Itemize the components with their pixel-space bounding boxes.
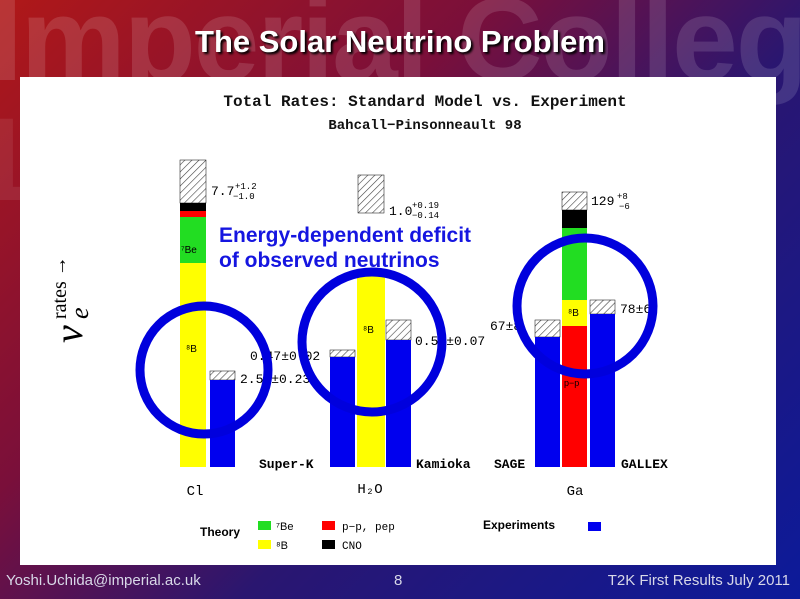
- legend-b8: ⁸B: [276, 540, 288, 552]
- cl-exp-uncert: [209, 370, 236, 381]
- kamioka-uncert: [385, 319, 412, 341]
- superk-uncert: [329, 349, 356, 358]
- gallex-value-label: 78±6: [620, 302, 651, 317]
- figure-panel: Total Rates: Standard Model vs. Experime…: [20, 77, 776, 565]
- h2o-theory-up: +0.19: [412, 201, 439, 211]
- footer-page-number: 8: [394, 572, 403, 589]
- legend-theory: Theory: [200, 525, 240, 539]
- kamioka-value-label: 0.54±0.07: [415, 334, 485, 349]
- ga-theory-dn: −6: [619, 202, 630, 212]
- cl-be7-label: ⁷Be: [181, 245, 197, 256]
- gallex-value: [590, 314, 615, 467]
- y-axis-label: ν e rates →: [46, 256, 94, 343]
- ga-theory-uncert: [561, 191, 588, 211]
- ga-theory-value: 129: [591, 194, 614, 209]
- cl-theory-bar: [179, 159, 207, 467]
- legend: Theory ⁷Be ⁸B p−p, pep CNO Experiments: [200, 518, 601, 553]
- gallex-bar: [589, 299, 616, 467]
- y-label-sub: e: [65, 307, 94, 319]
- h2o-group-label: H₂O: [357, 482, 382, 498]
- h2o-b8-label: ⁸B: [363, 325, 374, 336]
- h2o-theory-b8: [357, 272, 385, 467]
- cl-pp: [180, 211, 206, 217]
- y-label-word: rates →: [49, 256, 71, 319]
- superk-label: Super-K: [259, 457, 314, 472]
- ga-group-label: Ga: [567, 484, 584, 500]
- ga-b8: [562, 300, 587, 326]
- ga-pp: [562, 326, 587, 467]
- highlight-circle-ga: [512, 233, 658, 379]
- slide-title: The Solar Neutrino Problem: [195, 24, 605, 59]
- gallex-uncert: [589, 299, 616, 315]
- y-label-nu: ν: [46, 325, 91, 343]
- cl-cno: [180, 203, 206, 211]
- legend-cno: CNO: [342, 541, 362, 553]
- cl-be7-hatched: [180, 217, 206, 233]
- cl-experiment-bar: [209, 370, 236, 467]
- highlight-circle-cl: [135, 301, 273, 439]
- cl-b8-label: ⁸B: [186, 344, 197, 355]
- h2o-theory-uncert: [357, 174, 385, 214]
- sage-bar: [534, 319, 561, 467]
- legend-pp: p−p, pep: [342, 522, 395, 534]
- ga-pp-label: p−p: [564, 378, 579, 388]
- chart-subtitle: Bahcall−Pinsonneault 98: [328, 118, 521, 134]
- cl-theory-dn: −1.0: [233, 192, 255, 202]
- cl-theory-value: 7.7: [211, 184, 234, 199]
- legend-be7-swatch: [258, 521, 271, 530]
- h2o-theory-value: 1.0: [389, 204, 412, 219]
- legend-exp-swatch: [588, 522, 601, 531]
- sage-uncert: [534, 319, 561, 338]
- cl-theory-up: +1.2: [235, 182, 257, 192]
- sage-label: SAGE: [494, 457, 525, 472]
- ga-cno: [562, 210, 587, 228]
- footer-email: Yoshi.Uchida@imperial.ac.uk: [6, 572, 201, 589]
- legend-pp-swatch: [322, 521, 335, 530]
- solar-neutrino-figure: Total Rates: Standard Model vs. Experime…: [46, 93, 668, 553]
- chart-title: Total Rates: Standard Model vs. Experime…: [223, 93, 626, 111]
- sage-value-label: 67±8: [490, 319, 521, 334]
- kamioka-label: Kamioka: [416, 457, 471, 472]
- ga-theory-up: +8: [617, 192, 628, 202]
- legend-be7: ⁷Be: [276, 521, 293, 533]
- h2o-theory-dn: −0.14: [412, 211, 439, 221]
- legend-experiments: Experiments: [483, 518, 555, 532]
- legend-cno-swatch: [322, 540, 335, 549]
- ga-b8-label: ⁸B: [568, 308, 579, 319]
- annotation-line-2: of observed neutrinos: [219, 249, 440, 272]
- cl-exp-label: 2.56±0.23: [240, 372, 310, 387]
- legend-b8-swatch: [258, 540, 271, 549]
- cl-be7: [180, 233, 206, 263]
- kamioka-bar: [385, 319, 412, 467]
- highlight-circle-h2o: [297, 267, 447, 417]
- cl-group-label: Cl: [187, 484, 204, 500]
- ga-theory-bar: [561, 191, 588, 467]
- footer-event: T2K First Results July 2011: [607, 572, 790, 589]
- cl-theory-uncert: [179, 159, 207, 204]
- gallex-label: GALLEX: [621, 457, 668, 472]
- annotation-line-1: Energy-dependent deficit: [219, 224, 471, 247]
